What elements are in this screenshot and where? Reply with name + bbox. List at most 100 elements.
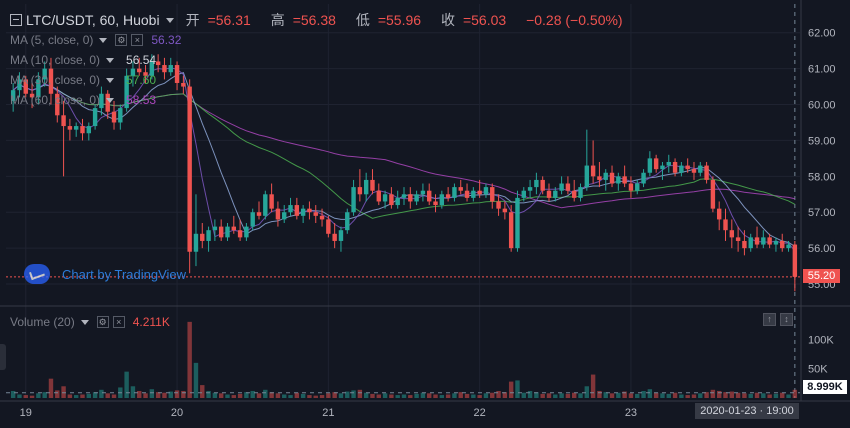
volume-bar <box>716 390 722 398</box>
candle-body <box>357 187 363 195</box>
candle-body <box>641 172 646 184</box>
candle-body <box>679 165 684 173</box>
volume-bar <box>609 393 615 398</box>
volume-bar <box>193 362 199 398</box>
indicator-ma30[interactable]: MA (30, close, 0) 57.60 <box>10 71 156 89</box>
gear-icon[interactable]: ⚙ <box>115 34 128 46</box>
volume-bar <box>319 395 325 398</box>
candle-body <box>48 68 54 94</box>
candle-body <box>490 187 495 202</box>
volume-bar <box>685 395 690 398</box>
candle-body <box>540 179 545 191</box>
chevron-down-icon[interactable] <box>99 37 108 43</box>
candle-body <box>256 212 262 216</box>
candle-body <box>433 201 438 206</box>
volume-bar <box>622 391 627 398</box>
candle-body <box>111 111 117 123</box>
volume-bar <box>483 393 489 398</box>
volume-bar <box>748 393 753 398</box>
volume-bar <box>218 393 224 398</box>
candle-body <box>105 93 110 112</box>
volume-bar <box>439 395 445 398</box>
candle-body <box>742 240 747 249</box>
candle-body <box>263 194 268 216</box>
indicator-ma5[interactable]: MA (5, close, 0) ⚙ × 56.32 <box>10 31 181 49</box>
candle-body <box>754 237 760 245</box>
price-tick-label: 60.00 <box>808 100 836 112</box>
candle-body <box>67 126 73 130</box>
chevron-down-icon[interactable] <box>106 77 115 83</box>
candle-body <box>590 165 596 177</box>
candle-body <box>162 65 167 73</box>
collapse-icon[interactable] <box>10 14 22 26</box>
indicator-ma10[interactable]: MA (10, close, 0) 56.54 <box>10 51 156 69</box>
volume-bar <box>17 394 22 398</box>
candle-body <box>124 75 129 109</box>
candle-body <box>313 212 318 216</box>
candle-body <box>660 165 665 170</box>
close-icon[interactable]: × <box>112 316 125 328</box>
candle-body <box>149 61 155 76</box>
candle-body <box>458 187 463 191</box>
volume-bar <box>376 394 381 398</box>
candle-body <box>477 190 482 195</box>
volume-bar <box>174 390 180 398</box>
candle-body <box>502 208 508 213</box>
candle-body <box>521 190 526 198</box>
candle-body <box>206 230 211 241</box>
candle-body <box>282 212 287 220</box>
candle-body <box>376 190 381 202</box>
volume-price-label: 8.999K <box>803 380 847 394</box>
indicator-value: 4.211K <box>132 315 170 329</box>
volume-bar <box>534 392 539 398</box>
chevron-down-icon[interactable] <box>106 57 115 63</box>
volume-bar <box>414 393 419 398</box>
chevron-down-icon[interactable] <box>80 319 89 325</box>
volume-bar <box>502 392 508 398</box>
candle-body <box>565 183 571 191</box>
volume-bar <box>143 393 148 398</box>
price-tick-label: 57.00 <box>808 207 836 219</box>
volume-bar <box>48 378 54 398</box>
pane-up-icon[interactable]: ↑ <box>763 313 776 326</box>
pane-expand-icon[interactable]: ↕ <box>780 313 793 326</box>
volume-bar <box>10 390 16 398</box>
volume-bar <box>187 321 192 398</box>
volume-bar <box>401 394 407 398</box>
candle-body <box>181 82 186 87</box>
candle-body <box>635 183 640 191</box>
candle-body <box>338 230 344 241</box>
chart-header: LTC/USDT, 60, Huobi 开 =56.31 高 =56.38 低 =55… <box>0 8 631 32</box>
candle-body <box>559 183 564 191</box>
chevron-down-icon[interactable] <box>106 97 115 103</box>
volume-bar <box>792 389 798 398</box>
symbol-title[interactable]: LTC/USDT, 60, Huobi <box>26 12 160 28</box>
candle-body <box>515 197 520 249</box>
time-tick-label: 23 <box>625 407 637 419</box>
volume-bar <box>786 394 791 398</box>
candle-body <box>237 230 243 238</box>
side-panel-toggle[interactable] <box>0 344 6 370</box>
candle-body <box>666 161 671 166</box>
candle-body <box>55 93 60 116</box>
indicator-ma60[interactable]: MA (60, close, 0) 58.53 <box>10 91 156 109</box>
candle-body <box>628 183 634 191</box>
candle-body <box>345 212 350 231</box>
volume-bar <box>55 390 60 398</box>
ohlc-readout: 开 =56.31 高 =56.38 低 =55.96 收 =56.03 −0.28 (−… <box>185 12 623 28</box>
candle-body <box>420 190 426 195</box>
chevron-down-icon[interactable] <box>165 17 174 23</box>
watermark[interactable]: Chart by TradingView <box>24 264 186 284</box>
candle-body <box>244 226 249 238</box>
volume-indicator[interactable]: Volume (20) ⚙ × 4.211K <box>10 313 170 331</box>
candle-body <box>786 244 791 249</box>
close-icon[interactable]: × <box>131 34 144 46</box>
candle-body <box>439 194 445 206</box>
volume-bar <box>641 390 646 398</box>
gear-icon[interactable]: ⚙ <box>96 316 109 328</box>
indicator-value: 56.32 <box>151 33 182 47</box>
price-tick-label: 59.00 <box>808 135 836 147</box>
indicator-label: Volume (20) <box>10 315 75 329</box>
